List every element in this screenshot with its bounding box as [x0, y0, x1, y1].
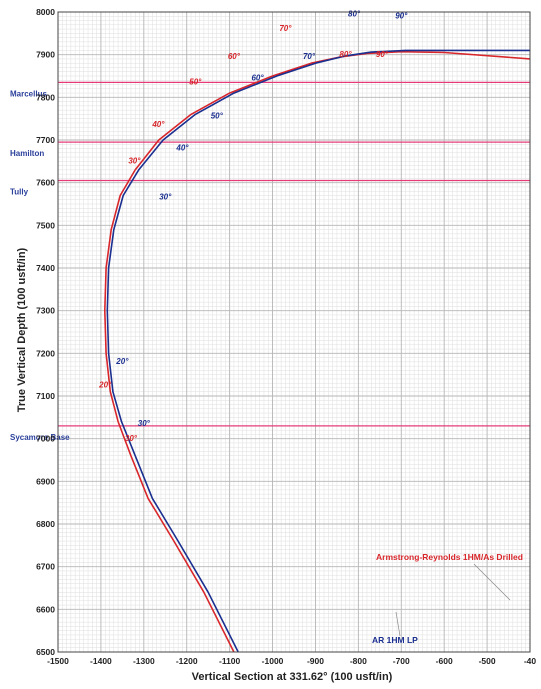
inclination-label: 50° [189, 78, 202, 87]
inclination-label: 50° [211, 112, 224, 121]
formation-label: Marcellus [10, 89, 47, 98]
x-tick-label: -1100 [219, 656, 241, 666]
y-tick-label: 7600 [36, 178, 55, 188]
inclination-label: 70° [279, 24, 292, 33]
x-tick-label: -1000 [262, 656, 284, 666]
x-tick-label: -800 [350, 656, 367, 666]
blue-series-leader-line [395, 611, 401, 637]
x-tick-label: -500 [479, 656, 496, 666]
inclination-annotations: 30°30°20°20°30°30°40°40°50°50° 60°60° 70°7… [98, 9, 408, 443]
y-tick-label: 8000 [36, 7, 55, 17]
inclination-label: 30° [125, 434, 138, 443]
y-tick-label: 7500 [36, 220, 55, 230]
formation-label: Sycamore Base [10, 433, 70, 442]
inclination-label: 70° [303, 52, 316, 61]
inclination-label: 60° [251, 73, 264, 82]
formation-label: Tully [10, 188, 29, 197]
x-tick-label: -1500 [47, 656, 69, 666]
x-tick-label: -600 [436, 656, 453, 666]
minor-grid [58, 12, 530, 652]
inclination-label: 30° [159, 193, 172, 202]
inclination-label: 80° [348, 9, 361, 18]
y-tick-label: 7900 [36, 50, 55, 60]
y-tick-label: 6900 [36, 476, 55, 486]
y-tick-label: 7100 [36, 391, 55, 401]
x-tick-label: -1300 [133, 656, 155, 666]
inclination-label: 20° [115, 357, 129, 366]
red-series-leader-line [473, 563, 511, 601]
y-tick-label: 6700 [36, 562, 55, 572]
red-series-label: Armstrong-Reynolds 1HM/As Drilled [376, 552, 523, 562]
inclination-label: 30° [138, 419, 151, 428]
inclination-label: 40° [175, 144, 189, 153]
plot-frame [57, 11, 531, 653]
y-tick-label: 6600 [36, 604, 55, 614]
x-tick-label: -700 [393, 656, 410, 666]
series-layer [104, 49, 531, 653]
x-tick-label: -900 [307, 656, 324, 666]
y-axis-title: True Vertical Depth (100 usft/in) [16, 247, 28, 412]
series-line [106, 49, 530, 653]
inclination-label: 20° [98, 380, 112, 389]
inclination-label: 40° [151, 120, 165, 129]
x-tick-label: -40 [524, 656, 537, 666]
inclination-label: 60° [228, 52, 241, 61]
y-tick-label: 7300 [36, 306, 55, 316]
y-tick-label: 6800 [36, 519, 55, 529]
x-tick-labels: -1500 -1400 -1300 -1200 -1100 -1000 -900 -800 -7… [47, 656, 536, 666]
y-tick-labels: 6500 6600 6700 6800 6900 7000 7100 7200 7300 7400… [36, 7, 55, 657]
y-tick-label: 6500 [36, 647, 55, 657]
x-axis-title: Vertical Section at 331.62° (100 usft/in… [192, 671, 393, 683]
inclination-label: 30° [128, 156, 141, 165]
x-tick-label: -1200 [176, 656, 198, 666]
y-tick-label: 7200 [36, 348, 55, 358]
x-tick-label: -1400 [90, 656, 112, 666]
formation-label: Hamilton [10, 149, 44, 158]
y-tick-label: 7000 [36, 434, 55, 444]
formation-lines: Sycamore Base Tully Hamilton Marcellus [10, 81, 530, 442]
blue-series-label: AR 1HM LP [372, 635, 418, 645]
y-tick-label: 7800 [36, 92, 55, 102]
y-tick-label: 7400 [36, 263, 55, 273]
inclination-label: 90° [395, 11, 408, 20]
y-tick-label: 7700 [36, 135, 55, 145]
inclination-label: 90° [376, 50, 389, 59]
inclination-label: 80° [339, 50, 352, 59]
